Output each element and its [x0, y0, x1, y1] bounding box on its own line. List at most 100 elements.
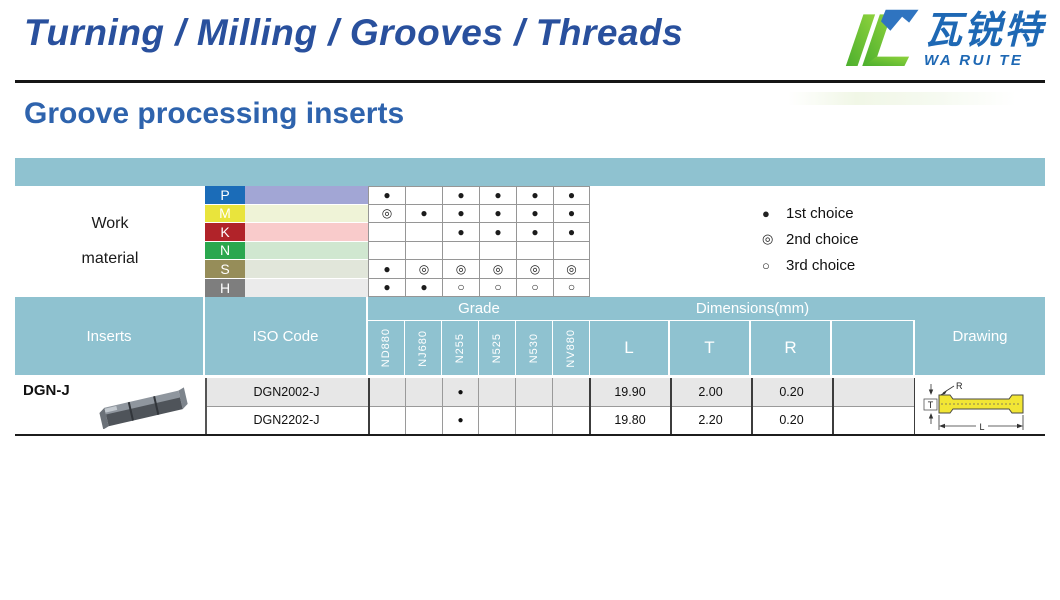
dim-r-cell: 0.20	[779, 385, 804, 399]
grade-mark-cell: ●	[368, 278, 405, 297]
work-row-n: N	[15, 241, 590, 260]
grade-mark-cell: ●	[405, 278, 442, 297]
logo-chinese-name: 瓦锐特	[924, 10, 1045, 52]
work-row-h: H ● ● ○ ○ ○ ○	[15, 278, 590, 297]
logo-text: 瓦锐特 WA RUI TE	[924, 11, 1044, 69]
row-stripe	[205, 378, 915, 406]
section-top-bar	[15, 158, 1045, 186]
grade-col-label: N530	[516, 321, 553, 375]
grade-mark-cell: ●	[479, 186, 516, 205]
grade-col-label: NV880	[553, 321, 590, 375]
material-band	[245, 241, 368, 260]
grade-mark-cell: ●	[553, 186, 590, 205]
grid-line	[832, 378, 834, 434]
grade-mark-cell: ●	[516, 223, 553, 242]
material-band	[245, 260, 368, 279]
legend-item-1st: ● 1st choice	[762, 200, 859, 226]
nav-title: Turning / Milling / Grooves / Threads	[24, 12, 684, 53]
grade-marks-row: ●	[368, 406, 590, 434]
work-material-label: Work material	[15, 186, 205, 297]
grade-mark-cell	[404, 406, 442, 434]
grade-mark-cell: ◎	[405, 260, 442, 279]
grade-mark-cell: ○	[553, 278, 590, 297]
grade-mark-cell: ●	[479, 204, 516, 223]
column-header-iso-code: ISO Code	[205, 297, 368, 375]
series-label: DGN-J	[23, 382, 70, 399]
material-class-badge: M	[205, 204, 245, 223]
grade-col-label: ND880	[368, 321, 405, 375]
grid-line	[589, 378, 591, 434]
grade-mark-cell: ●	[516, 204, 553, 223]
svg-text:R: R	[956, 381, 963, 391]
column-group-dimensions: Dimensions(mm)	[590, 297, 915, 321]
grid-line	[751, 378, 753, 434]
table-body: DGN-J DGN2002-J DGN2202-J ●	[15, 378, 1045, 436]
iso-code-cell: DGN2002-J	[253, 385, 320, 399]
grade-mark-cell	[405, 223, 442, 242]
iso-code-cell: DGN2202-J	[253, 413, 320, 427]
open-dot-icon: ○	[762, 257, 770, 273]
grade-mark-cell: ●	[368, 260, 405, 279]
legend-label: 1st choice	[786, 204, 854, 222]
material-band	[245, 278, 368, 297]
grade-mark-cell: ○	[479, 278, 516, 297]
header-divider	[15, 80, 1045, 83]
grade-mark-cell: ●	[553, 223, 590, 242]
legend-label: 2nd choice	[786, 230, 859, 248]
material-class-badge: N	[205, 241, 245, 260]
grade-mark-cell: ◎	[516, 260, 553, 279]
grade-mark-cell: ●	[441, 406, 479, 434]
material-class-badge: S	[205, 260, 245, 279]
grid-line	[368, 378, 370, 434]
column-header-blank	[832, 321, 915, 375]
drawing-cell: R T L	[915, 378, 1045, 434]
svg-text:T: T	[928, 400, 934, 410]
dim-l-cell: 19.90	[614, 385, 646, 399]
grade-mark-cell	[515, 406, 552, 434]
work-row-s: S ● ◎ ◎ ◎ ◎ ◎	[15, 260, 590, 279]
grade-mark-cell	[368, 223, 405, 242]
grade-mark-cell: ○	[442, 278, 479, 297]
work-material-label-line2: material	[81, 250, 139, 267]
grade-mark-cell: ●	[441, 378, 479, 406]
grade-mark-cell: ●	[516, 186, 553, 205]
svg-text:L: L	[979, 422, 984, 432]
dim-t-cell: 2.00	[698, 385, 723, 399]
grade-mark-cell: ●	[479, 223, 516, 242]
page-title: Groove processing inserts	[24, 97, 405, 130]
grade-mark-cell: ●	[442, 186, 479, 205]
material-class-badge: H	[205, 278, 245, 297]
grade-marks-row: ●	[368, 378, 590, 406]
grade-mark-cell	[515, 378, 552, 406]
grade-mark-cell: ◎	[442, 260, 479, 279]
dim-t-cell: 2.20	[698, 413, 723, 427]
material-band	[245, 204, 368, 223]
column-group-grade: Grade	[368, 297, 590, 321]
column-header-drawing: Drawing	[952, 327, 1008, 345]
legend-label: 3rd choice	[786, 256, 856, 274]
grade-mark-cell: ●	[442, 204, 479, 223]
dimension-drawing: R T L	[923, 381, 1024, 432]
table-header: Inserts ISO Code Grade ND880 NJ680 N255 …	[15, 297, 1045, 375]
grade-mark-cell	[552, 378, 590, 406]
column-header-r: R	[751, 321, 832, 375]
bullseye-dot-icon: ◎	[762, 231, 774, 246]
work-row-k: K ● ● ● ●	[15, 223, 590, 242]
work-row-p: P ● ● ● ● ●	[15, 186, 590, 205]
grade-mark-cell: ●	[553, 204, 590, 223]
watermark	[788, 92, 1016, 105]
material-band	[245, 223, 368, 242]
brand-logo: 瓦锐特 WA RUI TE	[842, 5, 1044, 73]
column-header-inserts: Inserts	[15, 297, 205, 375]
grade-mark-cell	[368, 378, 405, 406]
grade-mark-cell	[368, 241, 405, 260]
grade-mark-cell: ●	[368, 186, 405, 205]
grade-mark-cell: ○	[516, 278, 553, 297]
grade-mark-cell	[478, 406, 515, 434]
column-header-l: L	[590, 321, 670, 375]
grade-mark-cell	[405, 186, 442, 205]
grade-mark-cell: ●	[405, 204, 442, 223]
grade-mark-cell	[405, 241, 442, 260]
grade-mark-cell	[368, 406, 405, 434]
dim-r-cell: 0.20	[779, 413, 804, 427]
